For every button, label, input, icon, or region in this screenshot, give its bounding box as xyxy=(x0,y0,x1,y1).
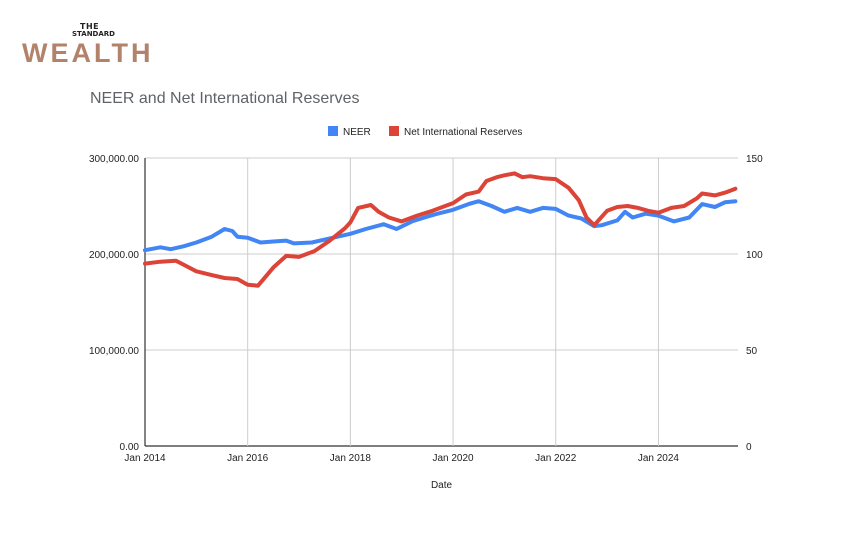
logo-wealth: WEALTH xyxy=(22,38,154,68)
series-line-net-international-reserves xyxy=(143,171,738,288)
y-left-tick-label: 300,000.00 xyxy=(89,154,139,165)
grid xyxy=(144,157,738,447)
the-standard-wealth-logo: THE STANDARD WEALTH xyxy=(22,18,162,68)
legend-label-neer: NEER xyxy=(343,127,371,138)
legend-swatch-neer xyxy=(328,126,338,136)
axes: 0.00 0 100,000.00 50 200,000.00 100 300,000.00… xyxy=(89,154,763,491)
y-right-tick-label: 100 xyxy=(746,250,763,261)
chart-title: NEER and Net International Reserves xyxy=(90,90,360,107)
y-right-tick-label: 50 xyxy=(746,346,758,357)
x-axis-title: Date xyxy=(431,480,453,491)
x-tick-label: Jan 2020 xyxy=(432,453,474,464)
legend-swatch-net-international-reserves xyxy=(389,126,399,136)
y-right-tick-label: 0 xyxy=(746,442,752,453)
y-left-tick-label: 0.00 xyxy=(120,442,140,453)
x-tick-label: Jan 2022 xyxy=(535,453,577,464)
x-tick-label: Jan 2014 xyxy=(124,453,166,464)
series-line-neer xyxy=(143,199,738,253)
legend-label-net-international-reserves: Net International Reserves xyxy=(404,127,522,138)
legend: NEER Net International Reserves xyxy=(328,126,522,138)
y-left-tick-label: 200,000.00 xyxy=(89,250,139,261)
x-tick-label: Jan 2016 xyxy=(227,453,269,464)
y-left-tick-label: 100,000.00 xyxy=(89,346,139,357)
logo-the: THE xyxy=(80,22,100,31)
series-layer xyxy=(143,171,738,288)
logo-standard: STANDARD xyxy=(72,30,115,38)
y-right-tick-label: 150 xyxy=(746,154,763,165)
x-tick-label: Jan 2024 xyxy=(638,453,680,464)
x-tick-label: Jan 2018 xyxy=(330,453,372,464)
